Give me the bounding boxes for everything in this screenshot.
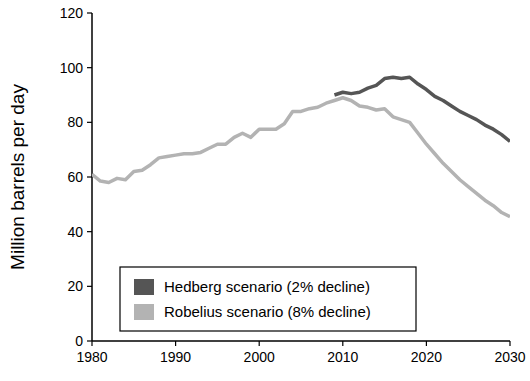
- x-tick-label: 2000: [244, 349, 275, 365]
- legend: Hedberg scenario (2% decline) Robelius sc…: [120, 267, 416, 331]
- legend-swatch: [134, 279, 154, 295]
- y-tick-label: 0: [75, 333, 83, 349]
- x-tick-label: 2010: [327, 349, 358, 365]
- legend-label: Hedberg scenario (2% decline): [164, 278, 370, 295]
- y-tick-label: 80: [67, 114, 83, 130]
- y-tick-label: 60: [67, 169, 83, 185]
- y-tick-label: 120: [60, 5, 84, 21]
- y-tick-label: 20: [67, 278, 83, 294]
- line-series: [334, 77, 510, 141]
- chart: 0 20 40 60 80 100 120 1980 1990 2000 2010 2020 2030 M…: [0, 0, 530, 381]
- legend-swatch: [134, 304, 154, 320]
- x-tick-label: 1980: [76, 349, 107, 365]
- y-tick-label: 40: [67, 224, 83, 240]
- y-tick-label: 100: [60, 60, 84, 76]
- x-tick-label: 1990: [160, 349, 191, 365]
- lines: [92, 77, 510, 216]
- y-axis-label: Million barrels per day: [7, 84, 28, 270]
- background: [0, 0, 530, 381]
- x-axis: [92, 340, 510, 342]
- x-tick-label: 2020: [411, 349, 442, 365]
- legend-box: [120, 267, 416, 331]
- legend-label: Robelius scenario (8% decline): [164, 303, 371, 320]
- y-axis: [91, 13, 93, 341]
- x-tick-label: 2030: [494, 349, 525, 365]
- line-series: [92, 98, 510, 217]
